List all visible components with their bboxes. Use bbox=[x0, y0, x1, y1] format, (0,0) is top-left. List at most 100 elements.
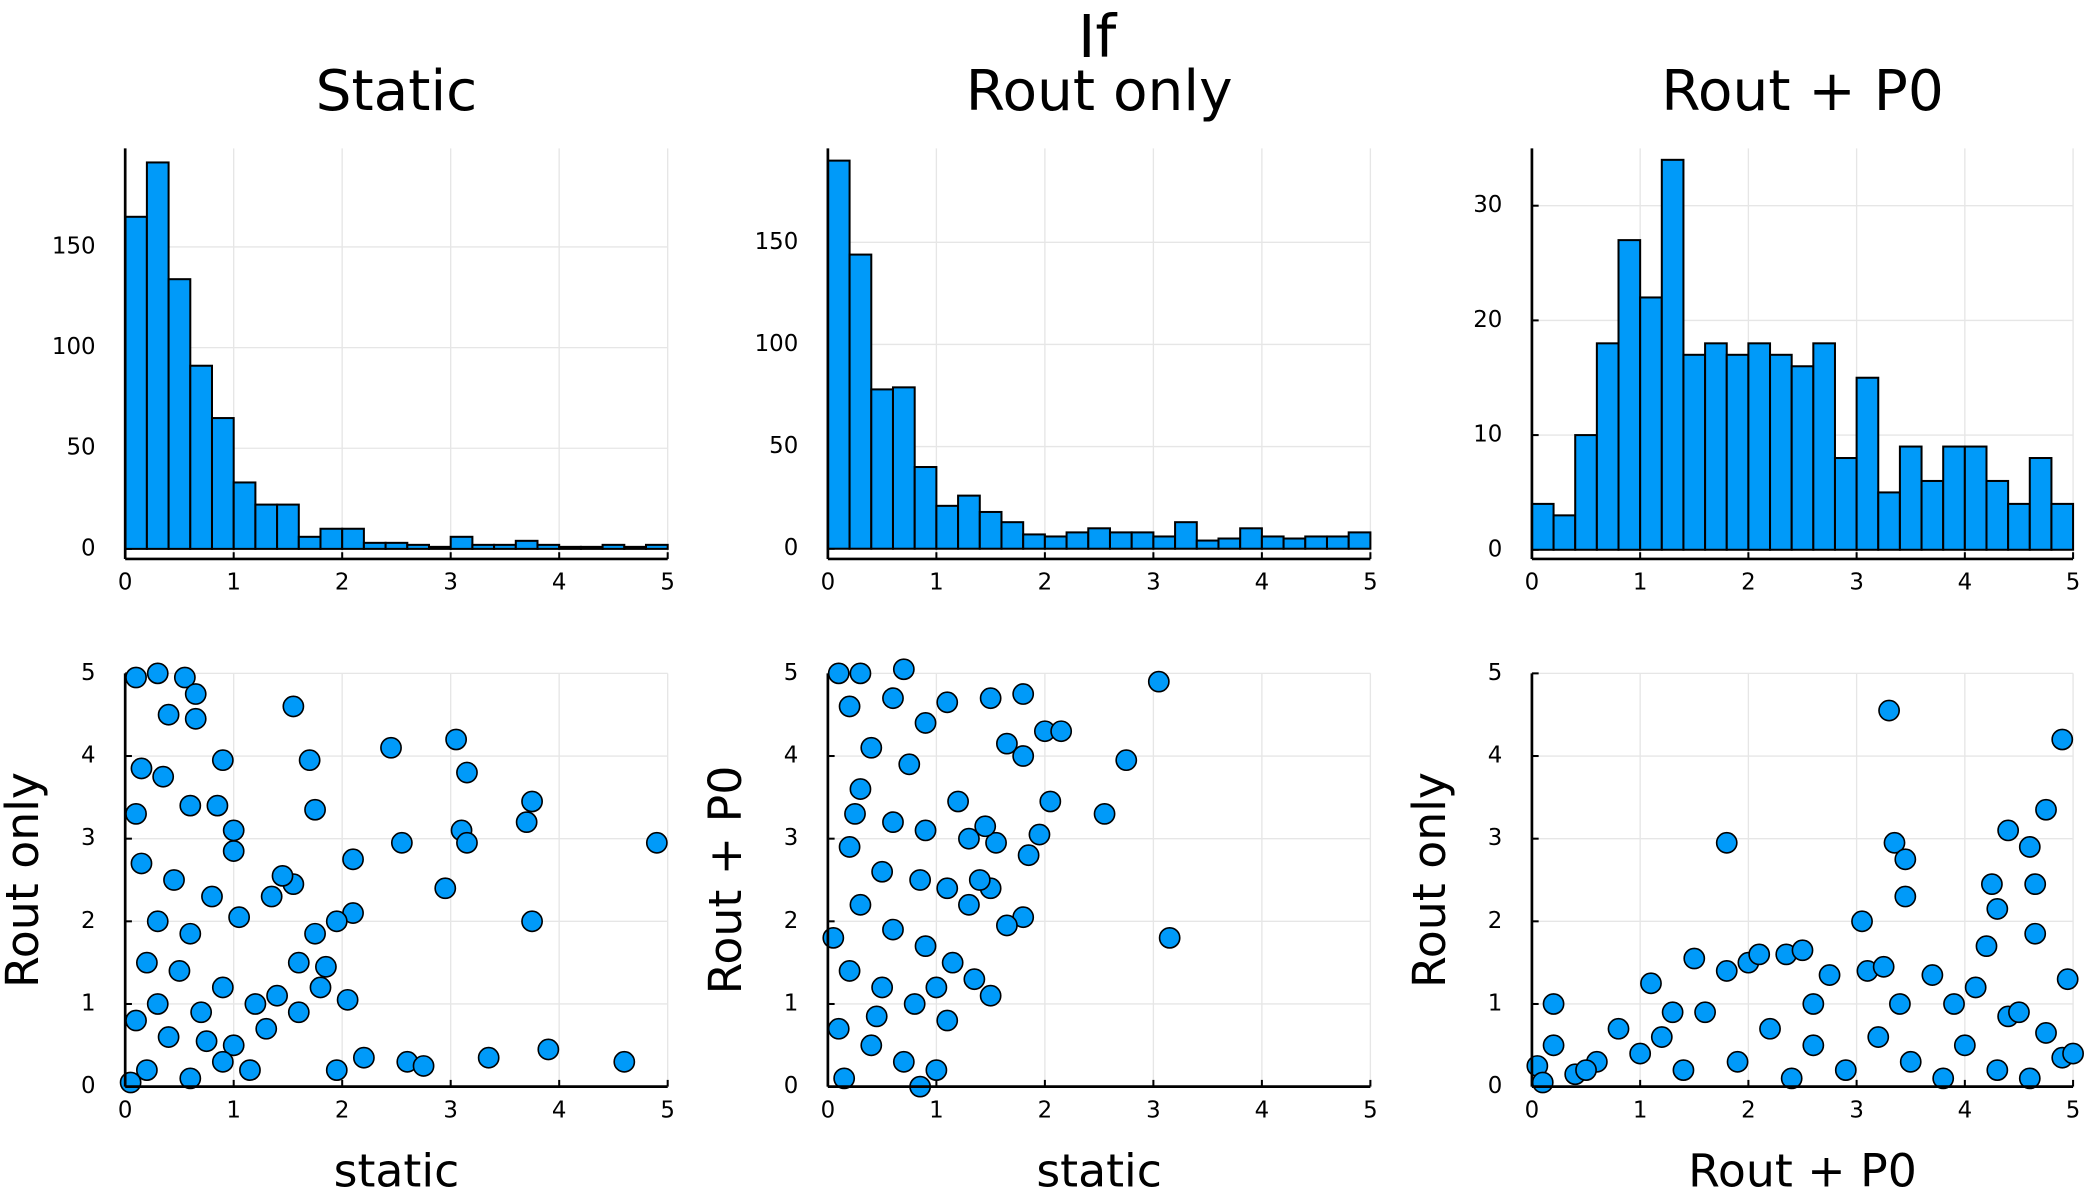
bar bbox=[1769, 353, 1793, 551]
point bbox=[287, 951, 310, 974]
point bbox=[222, 840, 245, 862]
bar bbox=[449, 535, 474, 550]
bar bbox=[579, 545, 604, 550]
point bbox=[173, 666, 196, 689]
x-tick-label: 5 bbox=[1363, 570, 1378, 596]
point bbox=[1715, 831, 1738, 854]
bar bbox=[1617, 239, 1642, 551]
point bbox=[1683, 947, 1706, 970]
bar bbox=[891, 386, 916, 550]
chart-title: Static bbox=[316, 59, 478, 124]
point bbox=[1748, 943, 1771, 966]
point bbox=[2024, 922, 2047, 945]
bar bbox=[1985, 479, 2010, 551]
bar bbox=[406, 543, 431, 550]
point bbox=[184, 707, 207, 730]
point bbox=[849, 662, 872, 685]
x-tick-label: 0 bbox=[821, 1097, 836, 1123]
point bbox=[336, 988, 359, 1011]
x-tick-label: 2 bbox=[1741, 1097, 1756, 1123]
bar bbox=[2007, 502, 2031, 551]
point bbox=[325, 910, 348, 933]
point bbox=[456, 761, 478, 784]
bar bbox=[1725, 353, 1750, 551]
x-tick-label: 5 bbox=[2066, 1097, 2081, 1123]
x-tick-label: 4 bbox=[1255, 570, 1270, 596]
point bbox=[315, 955, 337, 978]
y-tick-label: 5 bbox=[1488, 660, 1503, 686]
point bbox=[1791, 939, 1814, 962]
x-tick-label: 1 bbox=[1633, 1097, 1648, 1123]
bar bbox=[1595, 342, 1620, 551]
bar bbox=[232, 481, 257, 550]
figure-title: If bbox=[1078, 2, 1117, 71]
point bbox=[222, 819, 245, 842]
x-tick-label: 3 bbox=[1146, 1097, 1161, 1123]
bar bbox=[1325, 535, 1350, 550]
point bbox=[179, 794, 202, 817]
point bbox=[1542, 993, 1565, 1015]
point bbox=[1889, 993, 1911, 1015]
point bbox=[146, 993, 169, 1015]
point bbox=[1640, 972, 1662, 995]
x-tick-label: 2 bbox=[1038, 1097, 1053, 1123]
point bbox=[1980, 873, 2003, 896]
point bbox=[260, 885, 283, 908]
point bbox=[1834, 1059, 1857, 1082]
bar bbox=[913, 466, 938, 550]
point bbox=[1759, 1017, 1781, 1040]
point bbox=[130, 757, 153, 780]
point bbox=[168, 960, 191, 982]
x-tick-label: 3 bbox=[1849, 570, 1864, 596]
bar bbox=[1747, 342, 1772, 551]
bar bbox=[254, 503, 279, 550]
x-tick-label: 4 bbox=[1958, 570, 1973, 596]
point bbox=[304, 798, 326, 821]
bar bbox=[471, 543, 496, 550]
point bbox=[909, 869, 932, 891]
bar bbox=[493, 543, 517, 550]
bar bbox=[1530, 502, 1555, 551]
bar bbox=[1217, 537, 1242, 550]
x-tick-label: 0 bbox=[118, 1097, 133, 1123]
point bbox=[996, 914, 1018, 937]
point bbox=[822, 926, 845, 949]
point bbox=[206, 794, 229, 817]
x-tick-label: 1 bbox=[929, 570, 944, 596]
point bbox=[1147, 670, 1170, 693]
point bbox=[2008, 1001, 2030, 1024]
y-tick-label: 0 bbox=[81, 1073, 96, 1099]
y-tick-label: 5 bbox=[81, 660, 96, 686]
bar bbox=[1833, 457, 1858, 551]
point bbox=[190, 1001, 213, 1024]
point bbox=[1661, 1001, 1684, 1024]
x-tick-label: 1 bbox=[929, 1097, 944, 1123]
point bbox=[211, 749, 234, 772]
bar bbox=[957, 494, 981, 550]
y-tick-label: 1 bbox=[784, 990, 799, 1016]
bar bbox=[1347, 531, 1372, 550]
bar bbox=[1639, 296, 1663, 551]
point bbox=[244, 993, 267, 1015]
bar bbox=[1855, 376, 1880, 551]
bar bbox=[1963, 445, 1988, 551]
bar bbox=[189, 364, 214, 550]
x-tick-label: 0 bbox=[821, 570, 836, 596]
bar bbox=[870, 388, 894, 550]
x-tick-label: 1 bbox=[226, 570, 241, 596]
y-tick-label: 4 bbox=[784, 743, 799, 769]
y-tick-label: 0 bbox=[784, 535, 799, 561]
y-tick-label: 4 bbox=[81, 743, 96, 769]
point bbox=[456, 831, 478, 854]
point bbox=[309, 976, 332, 999]
bar bbox=[536, 543, 561, 550]
point bbox=[1780, 1067, 1803, 1090]
bar bbox=[124, 215, 148, 550]
x-tick-label: 3 bbox=[443, 1097, 458, 1123]
y-tick-label: 1 bbox=[1488, 990, 1503, 1016]
point bbox=[838, 695, 861, 718]
x-tick-label: 0 bbox=[1525, 1097, 1540, 1123]
chart-title: Rout only bbox=[966, 59, 1233, 124]
bar bbox=[1552, 514, 1577, 551]
point bbox=[1028, 823, 1051, 846]
